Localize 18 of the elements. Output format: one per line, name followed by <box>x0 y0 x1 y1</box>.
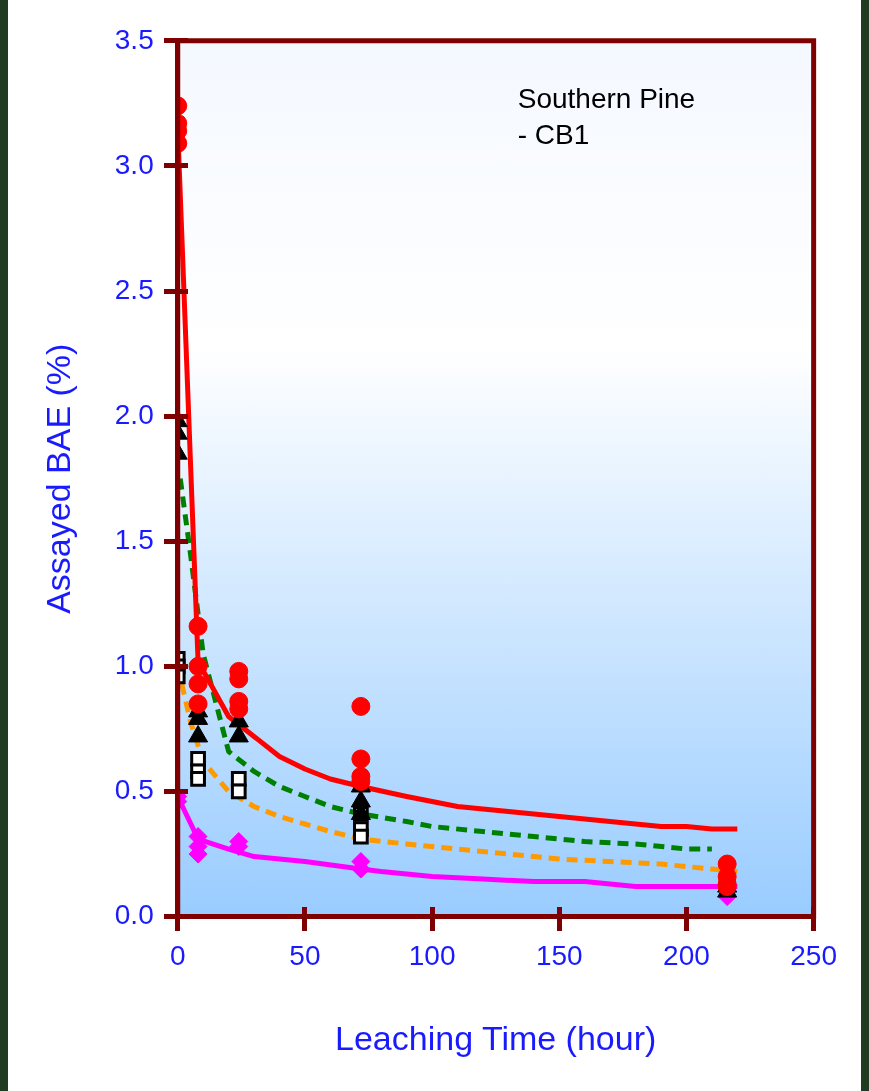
y-tick-label: 1.0 <box>114 649 154 681</box>
x-axis-title: Leaching Time (hour) <box>335 1018 657 1057</box>
y-tick-label: 2.5 <box>114 273 154 305</box>
y-axis-title: Assayed BAE (%) <box>38 343 77 614</box>
y-tick-label: 1.5 <box>114 523 154 555</box>
y-tick-label: 3.5 <box>114 23 154 55</box>
y-tick-label: 0.5 <box>114 774 154 806</box>
y-tick-label: 0.0 <box>114 899 154 931</box>
x-tick-label: 0 <box>169 940 186 972</box>
annotation: Southern Pine <box>517 82 696 114</box>
x-tick-label: 50 <box>289 940 321 972</box>
x-tick-label: 250 <box>790 940 837 972</box>
x-tick-label: 200 <box>663 940 710 972</box>
x-tick-label: 100 <box>408 940 456 972</box>
annotation: - CB1 <box>517 118 590 150</box>
y-tick-label: 3.0 <box>114 148 154 180</box>
y-tick-label: 2.0 <box>114 398 154 430</box>
x-tick-label: 150 <box>535 940 583 972</box>
